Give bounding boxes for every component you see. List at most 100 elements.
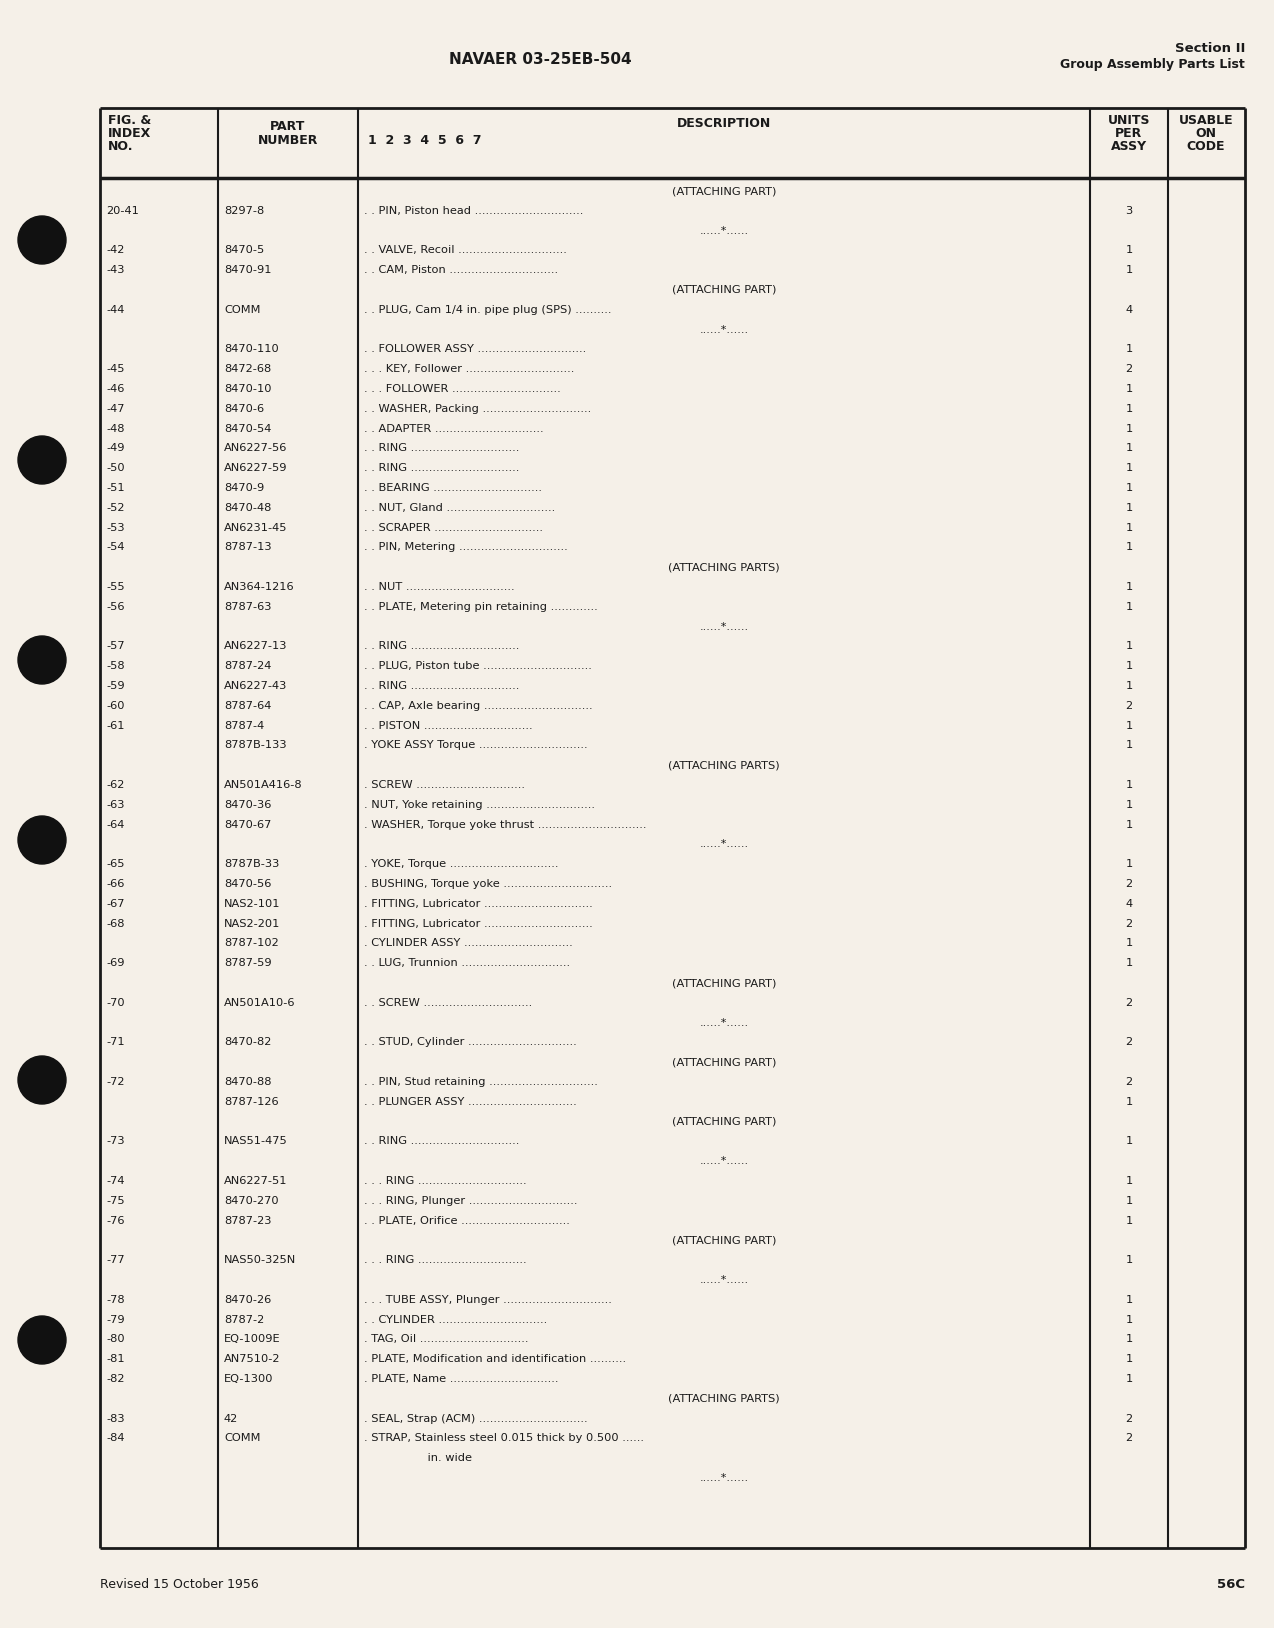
Text: AN7510-2: AN7510-2 [224,1354,280,1364]
Text: COMM: COMM [224,304,260,314]
Text: -42: -42 [106,246,125,256]
Text: 1: 1 [1125,345,1133,355]
Text: 2: 2 [1125,1433,1133,1444]
Text: . . PLUG, Piston tube ..............................: . . PLUG, Piston tube ..................… [364,661,592,671]
Text: 8470-88: 8470-88 [224,1078,271,1088]
Text: . . ADAPTER ..............................: . . ADAPTER ............................… [364,423,544,433]
Text: . . PLATE, Metering pin retaining .............: . . PLATE, Metering pin retaining ......… [364,602,598,612]
Text: -59: -59 [106,681,125,690]
Text: ......*......: ......*...... [699,226,749,236]
Text: 8787B-33: 8787B-33 [224,860,279,869]
Circle shape [18,1057,66,1104]
Text: -81: -81 [106,1354,125,1364]
Text: -72: -72 [106,1078,125,1088]
Text: . . . RING ..............................: . . . RING .............................… [364,1255,526,1265]
Text: AN6227-43: AN6227-43 [224,681,288,690]
Text: -53: -53 [106,523,125,532]
Text: 8297-8: 8297-8 [224,205,264,217]
Text: FIG. &: FIG. & [108,114,152,127]
Text: 8470-82: 8470-82 [224,1037,271,1047]
Text: 8470-67: 8470-67 [224,819,271,830]
Text: 1: 1 [1125,1314,1133,1325]
Text: 56C: 56C [1217,1578,1245,1591]
Text: . . CAP, Axle bearing ..............................: . . CAP, Axle bearing ..................… [364,700,592,711]
Text: -51: -51 [106,484,125,493]
Text: 8470-26: 8470-26 [224,1294,271,1304]
Text: 1: 1 [1125,602,1133,612]
Text: 1: 1 [1125,721,1133,731]
Text: 8787-59: 8787-59 [224,959,271,969]
Text: 1: 1 [1125,959,1133,969]
Text: 8470-91: 8470-91 [224,265,271,275]
Text: Revised 15 October 1956: Revised 15 October 1956 [99,1578,259,1591]
Text: . YOKE ASSY Torque ..............................: . YOKE ASSY Torque .....................… [364,741,587,751]
Text: 1: 1 [1125,860,1133,869]
Text: -83: -83 [106,1413,125,1423]
Text: CODE: CODE [1187,140,1226,153]
Text: ......*......: ......*...... [699,622,749,632]
Text: AN364-1216: AN364-1216 [224,581,294,593]
Text: 1: 1 [1125,265,1133,275]
Text: AN6227-51: AN6227-51 [224,1175,288,1187]
Text: . . RING ..............................: . . RING .............................. [364,681,520,690]
Text: 2: 2 [1125,700,1133,711]
Text: -64: -64 [106,819,125,830]
Text: USABLE: USABLE [1178,114,1233,127]
Text: . . STUD, Cylinder ..............................: . . STUD, Cylinder .....................… [364,1037,577,1047]
Text: -45: -45 [106,365,125,374]
Text: . . . KEY, Follower ..............................: . . . KEY, Follower ....................… [364,365,575,374]
Text: AN6227-13: AN6227-13 [224,641,288,651]
Text: . FITTING, Lubricator ..............................: . FITTING, Lubricator ..................… [364,918,592,928]
Text: -43: -43 [106,265,125,275]
Text: ......*......: ......*...... [699,840,749,850]
Circle shape [18,637,66,684]
Text: 1: 1 [1125,741,1133,751]
Text: . . WASHER, Packing ..............................: . . WASHER, Packing ....................… [364,404,591,414]
Text: . . BEARING ..............................: . . BEARING ............................… [364,484,541,493]
Text: 1: 1 [1125,780,1133,790]
Text: . SCREW ..............................: . SCREW .............................. [364,780,525,790]
Text: -74: -74 [106,1175,125,1187]
Text: 1: 1 [1125,1335,1133,1345]
Text: -62: -62 [106,780,125,790]
Text: -77: -77 [106,1255,125,1265]
Text: 1: 1 [1125,1294,1133,1304]
Text: 1: 1 [1125,523,1133,532]
Text: . . RING ..............................: . . RING .............................. [364,1136,520,1146]
Text: 1: 1 [1125,1374,1133,1384]
Text: 8787-24: 8787-24 [224,661,271,671]
Text: 8470-9: 8470-9 [224,484,264,493]
Text: 8787-63: 8787-63 [224,602,271,612]
Text: COMM: COMM [224,1433,260,1444]
Text: -79: -79 [106,1314,125,1325]
Text: . . . TUBE ASSY, Plunger ..............................: . . . TUBE ASSY, Plunger ...............… [364,1294,612,1304]
Text: . . . RING, Plunger ..............................: . . . RING, Plunger ....................… [364,1197,577,1206]
Text: (ATTACHING PART): (ATTACHING PART) [671,1117,776,1127]
Text: 2: 2 [1125,365,1133,374]
Text: Section II: Section II [1175,42,1245,55]
Text: 1: 1 [1125,484,1133,493]
Text: . . RING ..............................: . . RING .............................. [364,641,520,651]
Text: . TAG, Oil ..............................: . TAG, Oil .............................… [364,1335,529,1345]
Text: -58: -58 [106,661,125,671]
Text: . WASHER, Torque yoke thrust ..............................: . WASHER, Torque yoke thrust ...........… [364,819,646,830]
Text: (ATTACHING PARTS): (ATTACHING PARTS) [668,562,780,571]
Text: (ATTACHING PART): (ATTACHING PART) [671,285,776,295]
Text: . . VALVE, Recoil ..............................: . . VALVE, Recoil ......................… [364,246,567,256]
Text: -82: -82 [106,1374,125,1384]
Text: ......*......: ......*...... [699,1275,749,1284]
Text: 4: 4 [1125,304,1133,314]
Circle shape [18,816,66,864]
Text: -63: -63 [106,799,125,809]
Text: AN501A416-8: AN501A416-8 [224,780,303,790]
Text: . . PIN, Piston head ..............................: . . PIN, Piston head ...................… [364,205,583,217]
Text: 1: 1 [1125,1136,1133,1146]
Text: . . CAM, Piston ..............................: . . CAM, Piston ........................… [364,265,558,275]
Text: . . RING ..............................: . . RING .............................. [364,464,520,474]
Text: . . LUG, Trunnion ..............................: . . LUG, Trunnion ......................… [364,959,571,969]
Text: 2: 2 [1125,998,1133,1008]
Text: 2: 2 [1125,918,1133,928]
Text: 1: 1 [1125,641,1133,651]
Text: (ATTACHING PART): (ATTACHING PART) [671,1057,776,1068]
Text: 1: 1 [1125,938,1133,949]
